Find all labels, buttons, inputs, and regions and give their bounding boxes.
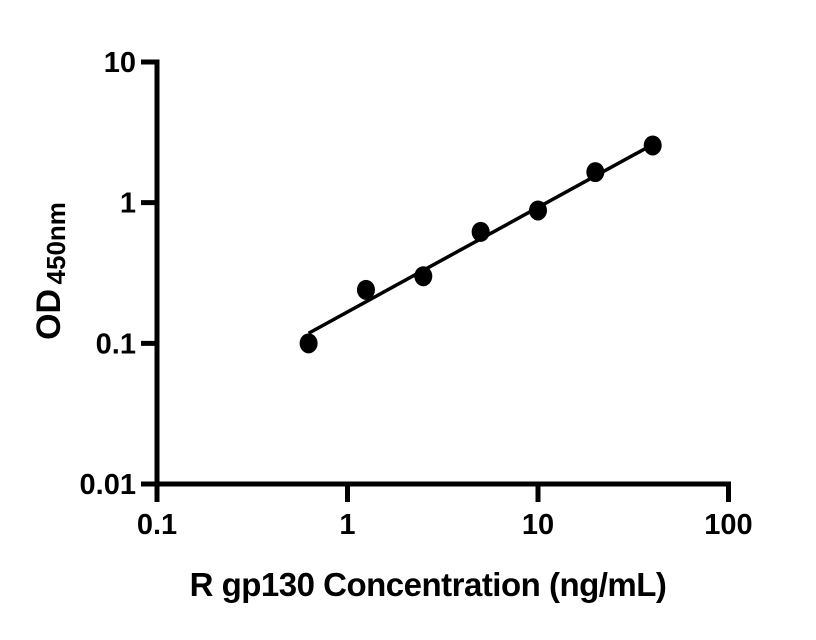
x-tick-label: 100 (704, 509, 752, 541)
axis-ticks (141, 59, 731, 502)
x-tick-label: 0.1 (137, 509, 177, 541)
data-point (299, 333, 318, 354)
axes (154, 59, 731, 502)
data-points (299, 135, 662, 354)
data-point (414, 266, 433, 287)
data-point (529, 200, 547, 221)
x-tick-label: 1 (339, 509, 355, 541)
data-point (643, 135, 662, 156)
data-point (586, 162, 605, 183)
y-tick-label: 10 (104, 47, 136, 79)
y-tick-label: 0.01 (80, 469, 136, 501)
data-point (471, 221, 490, 242)
y-tick-label: 0.1 (96, 328, 136, 360)
y-axis-title: OD 450nm (30, 202, 71, 340)
data-point (356, 279, 375, 300)
x-axis-title: R gp130 Concentration (ng/mL) (190, 566, 667, 603)
y-axis-title-main: OD (30, 289, 68, 340)
y-tick-label: 1 (120, 188, 136, 220)
x-tick-label: 10 (522, 509, 554, 541)
y-axis-title-subscript: 450nm (41, 202, 71, 284)
